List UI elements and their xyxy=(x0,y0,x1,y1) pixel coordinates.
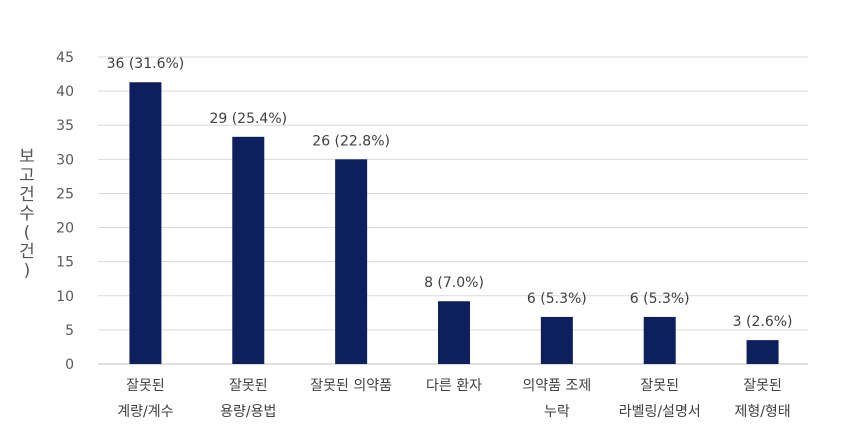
y-tick-label: 5 xyxy=(65,323,74,339)
data-label: 29 (25.4%) xyxy=(209,111,287,127)
category-label: 잘못된 xyxy=(640,378,679,394)
data-label: 8 (7.0%) xyxy=(424,275,484,291)
y-axis-label: 보 고 건 수(건) xyxy=(19,147,35,281)
y-tick-label: 0 xyxy=(65,357,74,373)
data-label: 26 (22.8%) xyxy=(312,133,390,149)
data-label: 3 (2.6%) xyxy=(733,314,793,330)
bar xyxy=(643,316,676,364)
bar xyxy=(540,316,573,364)
bar xyxy=(438,301,470,364)
y-tick-label: 20 xyxy=(56,221,74,237)
category-label: 누락 xyxy=(544,404,570,420)
y-tick-label: 25 xyxy=(56,186,74,202)
category-label: 잘못된 xyxy=(126,378,165,394)
category-label: 용량/용법 xyxy=(220,404,276,420)
category-label: 잘못된 의약품 xyxy=(310,378,392,394)
bar xyxy=(746,340,779,364)
data-label: 6 (5.3%) xyxy=(630,291,690,307)
category-label: 잘못된 xyxy=(743,378,782,394)
bar xyxy=(129,82,162,365)
category-label: 의약품 조제 xyxy=(522,378,591,394)
category-label: 다른 환자 xyxy=(426,378,482,394)
category-label: 제형/형태 xyxy=(734,404,790,420)
y-tick-label: 35 xyxy=(56,118,74,134)
bar xyxy=(335,159,368,364)
category-label: 라벨링/설명서 xyxy=(619,404,701,420)
y-tick-label: 10 xyxy=(56,289,74,305)
data-label: 36 (31.6%) xyxy=(107,56,185,72)
category-label: 계량/계수 xyxy=(117,404,173,420)
category-label: 잘못된 xyxy=(229,378,268,394)
bar xyxy=(232,136,265,364)
data-label: 6 (5.3%) xyxy=(527,291,587,307)
y-tick-label: 15 xyxy=(56,255,74,271)
y-tick-label: 30 xyxy=(56,152,74,168)
y-tick-label: 40 xyxy=(56,84,74,100)
y-tick-label: 45 xyxy=(56,50,74,66)
